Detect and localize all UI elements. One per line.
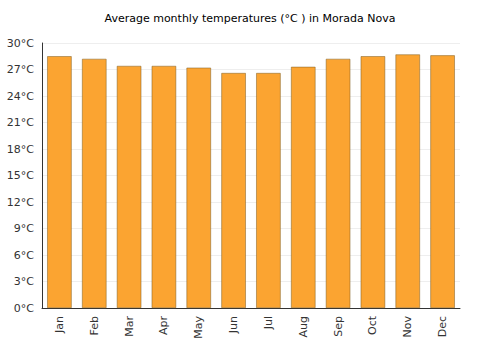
svg-text:6°C: 6°C	[14, 249, 34, 262]
svg-text:Oct: Oct	[366, 315, 379, 335]
svg-text:21°C: 21°C	[7, 116, 34, 129]
svg-text:3°C: 3°C	[14, 275, 34, 288]
svg-text:24°C: 24°C	[7, 90, 34, 103]
svg-text:Nov: Nov	[401, 316, 414, 338]
svg-text:18°C: 18°C	[7, 143, 34, 156]
svg-text:Jun: Jun	[227, 316, 240, 334]
svg-text:Apr: Apr	[157, 316, 170, 336]
svg-text:Average monthly temperatures (: Average monthly temperatures (°C ) in Mo…	[105, 12, 396, 25]
svg-text:15°C: 15°C	[7, 169, 34, 182]
svg-text:Jan: Jan	[53, 316, 66, 334]
svg-text:Aug: Aug	[297, 316, 310, 337]
svg-text:Sep: Sep	[332, 316, 345, 337]
svg-text:May: May	[192, 316, 205, 339]
svg-text:27°C: 27°C	[7, 63, 34, 76]
svg-text:0°C: 0°C	[14, 302, 34, 315]
svg-text:Feb: Feb	[88, 316, 101, 335]
svg-text:30°C: 30°C	[7, 37, 34, 50]
svg-text:Dec: Dec	[436, 316, 449, 337]
svg-text:Jul: Jul	[262, 316, 275, 330]
svg-text:Mar: Mar	[123, 316, 136, 337]
svg-text:9°C: 9°C	[14, 222, 34, 235]
svg-text:12°C: 12°C	[7, 196, 34, 209]
